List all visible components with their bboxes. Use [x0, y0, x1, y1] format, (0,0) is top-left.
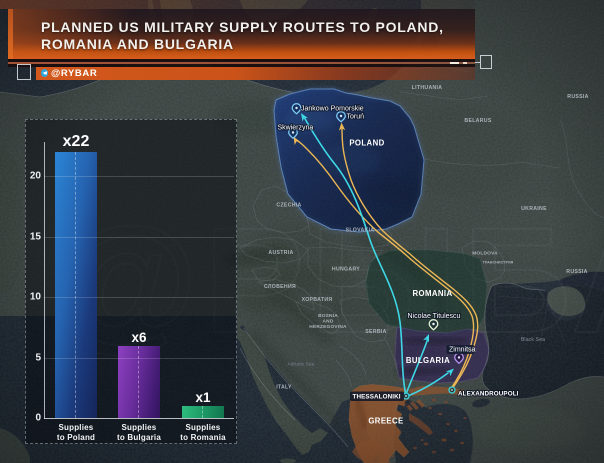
svg-text:THESSALONIKI: THESSALONIKI	[353, 394, 401, 401]
svg-text:BOSNIA: BOSNIA	[318, 313, 338, 319]
svg-text:Jankowo Pomorskie: Jankowo Pomorskie	[301, 106, 364, 113]
svg-text:LITHUANIA: LITHUANIA	[412, 85, 443, 91]
svg-text:ITALY: ITALY	[276, 385, 292, 391]
svg-text:ALEXANDROUPOLI: ALEXANDROUPOLI	[458, 391, 519, 398]
svg-text:Toruń: Toruń	[347, 114, 365, 121]
svg-text:СЛОВЕНИЯ: СЛОВЕНИЯ	[264, 284, 296, 290]
svg-text:Nicolae Titulescu: Nicolae Titulescu	[408, 313, 461, 320]
svg-text:BELARUS: BELARUS	[464, 118, 491, 124]
svg-text:Skwierzyna: Skwierzyna	[278, 125, 314, 132]
svg-text:ХОРВАТИЯ: ХОРВАТИЯ	[302, 297, 333, 303]
svg-text:MOLDOVA: MOLDOVA	[472, 251, 498, 257]
svg-text:ТРАНСНИСТРИЯ: ТРАНСНИСТРИЯ	[483, 261, 514, 265]
svg-text:RUSSIA: RUSSIA	[566, 269, 587, 275]
svg-text:Zimnitsa: Zimnitsa	[449, 347, 476, 354]
svg-text:AND: AND	[323, 319, 334, 325]
svg-text:GREECE: GREECE	[368, 417, 403, 426]
svg-text:CZECHIA: CZECHIA	[276, 203, 301, 209]
svg-text:Black Sea: Black Sea	[521, 337, 545, 343]
svg-text:SERBIA: SERBIA	[365, 329, 386, 335]
svg-text:RUSSIA: RUSSIA	[567, 94, 588, 100]
svg-text:UKRAINE: UKRAINE	[521, 206, 547, 212]
svg-text:ROMANIA: ROMANIA	[412, 289, 452, 298]
svg-text:SLOVAKIA: SLOVAKIA	[346, 228, 375, 234]
svg-text:Adriatic Sea: Adriatic Sea	[288, 362, 315, 367]
svg-text:HERZEGOVINA: HERZEGOVINA	[309, 324, 347, 330]
svg-text:HUNGARY: HUNGARY	[332, 267, 360, 273]
svg-text:AUSTRIA: AUSTRIA	[268, 250, 293, 256]
svg-text:BULGARIA: BULGARIA	[406, 356, 450, 365]
svg-text:POLAND: POLAND	[349, 139, 384, 148]
